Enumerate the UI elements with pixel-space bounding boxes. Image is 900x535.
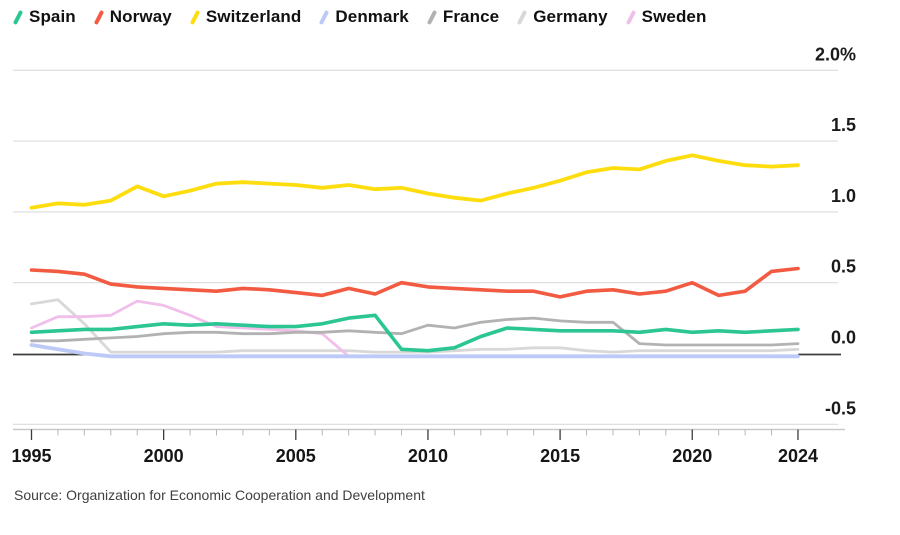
legend-item-france: France	[426, 7, 500, 27]
chart-legend: Spain Norway Switzerland Denmark France …	[12, 7, 707, 27]
x-tick-label: 2024	[778, 446, 818, 466]
legend-label: Switzerland	[205, 7, 302, 26]
series-line-germany	[30, 298, 800, 354]
series-line-denmark	[29, 343, 800, 359]
series-line-france	[30, 316, 800, 347]
y-tick-label: -0.5	[825, 398, 856, 418]
x-tick-label: 2015	[540, 446, 580, 466]
series-line-sweden	[30, 299, 351, 358]
legend-item-norway: Norway	[93, 7, 172, 27]
source-note: Source: Organization for Economic Cooper…	[14, 487, 425, 503]
x-tick-label: 2005	[276, 446, 316, 466]
y-tick-label: 0.0	[831, 328, 856, 348]
legend-label: Germany	[533, 7, 608, 26]
legend-item-denmark: Denmark	[319, 7, 409, 27]
series-line-norway	[29, 266, 800, 299]
y-tick-label: 2.0%	[815, 44, 856, 64]
x-tick-label: 2020	[672, 446, 712, 466]
legend-item-germany: Germany	[517, 7, 608, 27]
legend-label: Norway	[109, 7, 172, 26]
legend-item-spain: Spain	[12, 7, 76, 27]
y-tick-label: 0.5	[831, 257, 856, 277]
legend-label: Spain	[29, 7, 76, 26]
y-tick-label: 1.5	[831, 115, 856, 135]
x-tick-label: 2000	[144, 446, 184, 466]
legend-label: France	[442, 7, 500, 26]
legend-label: Denmark	[335, 7, 409, 26]
x-tick-label: 1995	[11, 446, 51, 466]
x-tick-label: 2010	[408, 446, 448, 466]
legend-label: Sweden	[641, 7, 707, 26]
y-tick-label: 1.0	[831, 186, 856, 206]
series-line-switzerland	[29, 153, 800, 210]
legend-item-sweden: Sweden	[625, 7, 707, 27]
series-line-spain	[29, 313, 800, 353]
legend-item-switzerland: Switzerland	[189, 7, 302, 27]
